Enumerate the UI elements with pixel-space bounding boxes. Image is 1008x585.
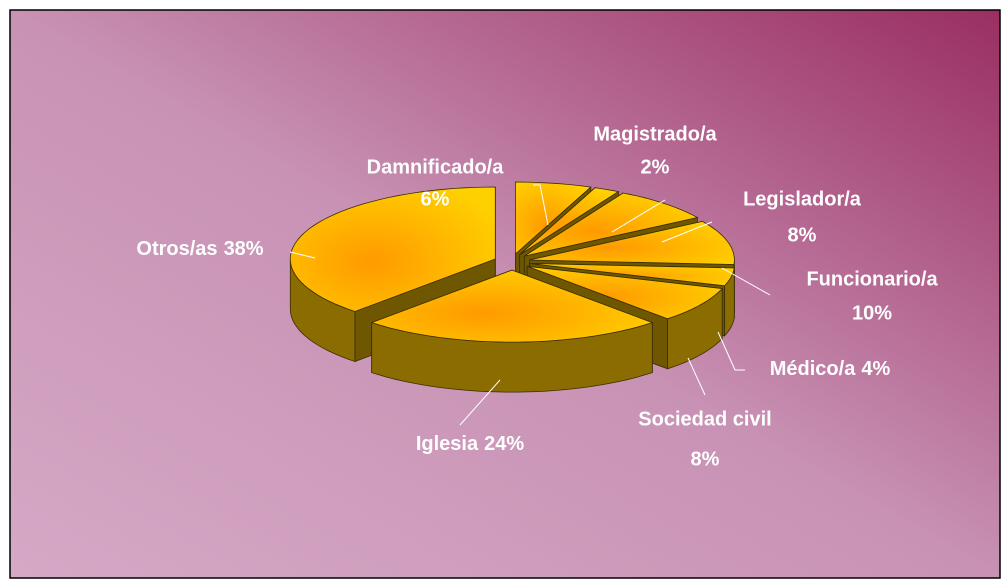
slice-top <box>289 186 496 312</box>
value-label: 24% <box>484 433 524 455</box>
category-label: Magistrado/a <box>593 123 717 145</box>
category-label: Otros/as <box>136 238 217 260</box>
category-label: Legislador/a <box>743 188 862 210</box>
category-label: Médico/a <box>770 358 856 380</box>
value-label: 8% <box>788 224 817 246</box>
category-label: Sociedad civil <box>638 408 771 430</box>
slice-label: Otros/as 38% <box>136 238 263 260</box>
category-label: Funcionario/a <box>806 268 938 290</box>
category-label: Iglesia <box>416 433 479 455</box>
slice-top <box>524 192 699 257</box>
value-label: 38% <box>224 238 264 260</box>
value-label: 2% <box>641 156 670 178</box>
leader-line <box>687 357 706 396</box>
leader-line <box>459 379 501 426</box>
slice-top <box>529 220 735 265</box>
slice-top <box>529 263 735 287</box>
value-label: 6% <box>421 188 450 210</box>
value-label: 8% <box>691 448 720 470</box>
leader-line <box>289 251 316 259</box>
leader-line <box>661 221 713 243</box>
leader-line <box>533 184 549 226</box>
slice-top <box>515 181 592 255</box>
slice-label: Médico/a 4% <box>770 358 891 380</box>
value-label: 4% <box>861 358 890 380</box>
leader-line <box>721 267 771 296</box>
slice-top <box>370 269 654 343</box>
leader-line <box>611 199 666 233</box>
slice-top <box>519 187 620 256</box>
category-label: Damnificado/a <box>367 156 505 178</box>
leader-line <box>717 331 745 371</box>
slice-label: Iglesia 24% <box>416 433 525 455</box>
slice-top <box>527 265 724 320</box>
pie-slice <box>370 269 654 393</box>
value-label: 10% <box>852 302 892 324</box>
